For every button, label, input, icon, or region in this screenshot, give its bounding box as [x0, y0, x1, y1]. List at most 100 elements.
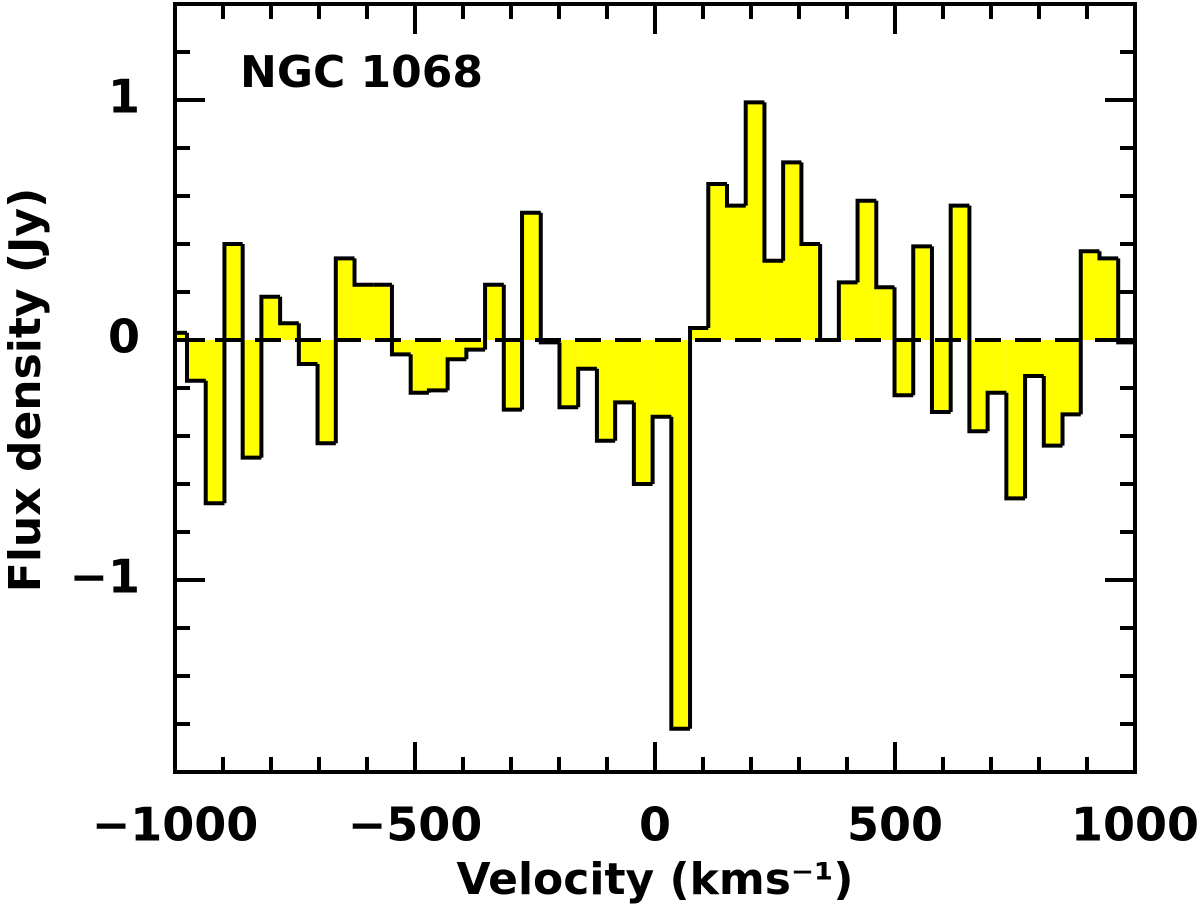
bar: [633, 340, 653, 484]
step-outline: [985, 390, 1007, 432]
step-outline: [445, 357, 467, 391]
step-outline: [1097, 251, 1119, 261]
step-outline: [296, 323, 318, 366]
bar: [354, 284, 374, 340]
step-outline: [483, 282, 504, 350]
bar: [261, 296, 281, 340]
step-outline: [1060, 412, 1081, 446]
bar: [522, 212, 541, 340]
step-outline: [650, 414, 672, 484]
bar: [298, 340, 318, 364]
bar: [987, 340, 1007, 393]
step-outline: [688, 326, 709, 729]
step-outline: [706, 182, 727, 328]
step-outline: [520, 210, 541, 410]
bar: [596, 340, 616, 441]
step-outline: [781, 160, 802, 261]
step-outline: [725, 184, 746, 208]
bar: [1080, 251, 1100, 340]
step-outline: [1116, 258, 1135, 345]
bar: [1043, 340, 1063, 446]
bar: [373, 284, 392, 340]
step-outline: [426, 388, 448, 393]
bar: [652, 340, 672, 417]
step-outline: [1078, 249, 1100, 415]
bar: [335, 258, 355, 340]
step-outline: [408, 354, 429, 395]
x-tick-label: 500: [847, 798, 943, 852]
bar: [1099, 258, 1119, 340]
step-outline: [874, 200, 895, 290]
bar: [466, 340, 486, 350]
bar: [801, 244, 821, 340]
step-outline: [278, 296, 299, 326]
x-axis-label: Velocity (kms⁻¹): [456, 854, 853, 905]
bar: [1006, 340, 1026, 499]
step-outline: [538, 212, 560, 345]
step-outline: [631, 402, 653, 486]
bar: [187, 340, 206, 381]
step-outline: [352, 258, 374, 287]
step-outline: [1041, 376, 1063, 448]
step-outline: [929, 246, 951, 414]
step-outline: [315, 364, 336, 446]
step-outline: [855, 198, 877, 283]
bar: [727, 205, 746, 340]
step-outline: [222, 242, 243, 504]
step-outline: [892, 287, 914, 398]
step-outline: [464, 347, 486, 360]
step-outline: [613, 400, 634, 441]
step-outline: [836, 280, 858, 340]
bar: [708, 184, 727, 340]
bar: [615, 340, 634, 403]
bar: [671, 340, 691, 729]
bar: [224, 244, 243, 340]
bar: [391, 340, 411, 355]
bar: [764, 260, 784, 340]
annotation: NGC 1068: [240, 47, 483, 98]
bar: [876, 287, 895, 340]
x-tick-label: 0: [639, 798, 671, 852]
bar: [280, 323, 299, 340]
bar: [745, 102, 765, 341]
step-outline: [669, 416, 691, 731]
step-outline: [1023, 374, 1044, 499]
step-outline: [557, 342, 579, 410]
bar: [410, 340, 429, 393]
bar: [950, 205, 970, 340]
step-outline: [594, 368, 616, 443]
bar: [838, 282, 858, 340]
step-outline: [333, 256, 355, 444]
bar: [894, 340, 914, 396]
y-tick-label: 0: [108, 310, 140, 364]
bar: [969, 340, 988, 432]
bar: [559, 340, 579, 408]
bar: [783, 162, 802, 340]
y-tick-label: 1: [108, 70, 140, 124]
bar: [1062, 340, 1081, 415]
bar: [503, 340, 523, 410]
bar: [485, 284, 504, 340]
step-outline: [967, 205, 988, 434]
step-outline: [259, 294, 281, 458]
x-tick-label: −500: [348, 798, 483, 852]
step-outline: [185, 332, 206, 383]
x-tick-label: 1000: [1071, 798, 1199, 852]
step-outline: [762, 102, 784, 263]
step-outline: [818, 244, 839, 342]
y-tick-label: −1: [69, 550, 140, 604]
step-outline: [948, 203, 970, 412]
x-tick-label: −1000: [92, 798, 259, 852]
step-outline: [911, 244, 932, 396]
bar: [205, 340, 225, 504]
step-outline: [389, 284, 411, 357]
step-outline: [743, 100, 765, 206]
step-outline: [240, 244, 262, 460]
bar: [175, 332, 187, 340]
bar: [578, 340, 597, 369]
step-outline: [799, 162, 821, 246]
step-outline: [576, 366, 597, 408]
bar: [857, 200, 877, 340]
bar: [913, 246, 932, 340]
